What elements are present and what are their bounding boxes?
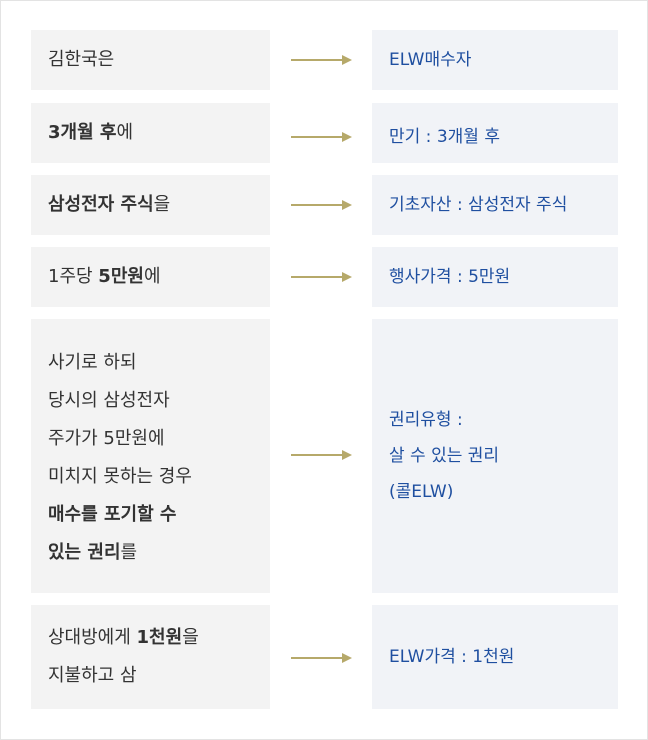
- left-cell-2: 3개월 후에: [31, 103, 270, 163]
- left-line: 1주당 5만원에: [48, 262, 270, 292]
- text-segment: 김한국은: [48, 49, 115, 70]
- left-cell-6: 상대방에게 1천원을 지불하고 삼: [31, 605, 270, 709]
- text-segment: 에: [143, 266, 161, 287]
- right-cell-4: 행사가격 : 5만원: [372, 247, 618, 307]
- right-line: ELW가격 : 1천원: [389, 647, 515, 667]
- left-cell-4: 1주당 5만원에: [31, 247, 270, 307]
- right-cell-1: ELW매수자: [372, 30, 618, 90]
- right-cell-6: ELW가격 : 1천원: [372, 605, 618, 709]
- mapping-row-2: 3개월 후에 만기 : 3개월 후: [0, 103, 648, 163]
- arrow-right-icon: [291, 653, 352, 663]
- text-segment: 지불하고 삼: [48, 665, 137, 686]
- left-line: 지불하고 삼: [48, 657, 270, 695]
- arrow-right-icon: [291, 450, 352, 460]
- left-cell-3: 삼성전자 주식을: [31, 175, 270, 235]
- mapping-row-4: 1주당 5만원에 행사가격 : 5만원: [0, 247, 648, 307]
- text-segment: 사기로 하되: [48, 352, 137, 373]
- right-cell-3: 기초자산 : 삼성전자 주식: [372, 175, 618, 235]
- left-cell-1: 김한국은: [31, 30, 270, 90]
- text-segment-bold: 5만원: [98, 266, 144, 287]
- right-line: 살 수 있는 권리: [389, 446, 500, 466]
- arrow-right-icon: [291, 55, 352, 65]
- mapping-row-1: 김한국은 ELW매수자: [0, 30, 648, 90]
- left-line: 미치지 못하는 경우: [48, 458, 270, 496]
- text-segment-bold: 있는 권리: [48, 542, 121, 563]
- text-segment-bold: 매수를 포기할 수: [48, 504, 177, 525]
- text-segment: 을: [182, 627, 199, 648]
- text-segment: 당시의 삼성전자: [48, 390, 170, 411]
- left-line: 당시의 삼성전자: [48, 382, 270, 420]
- left-line: 상대방에게 1천원을: [48, 619, 270, 657]
- right-line: 행사가격 : 5만원: [389, 267, 511, 287]
- left-line: 있는 권리를: [48, 534, 270, 572]
- mapping-row-5: 사기로 하되 당시의 삼성전자 주가가 5만원에 미치지 못하는 경우 매수를 …: [0, 319, 648, 593]
- text-segment: 주가가 5만원에: [48, 428, 165, 449]
- left-line: 삼성전자 주식을: [48, 190, 270, 220]
- right-cell-5: 권리유형 : 살 수 있는 권리 (콜ELW): [372, 319, 618, 593]
- left-line: 3개월 후에: [48, 118, 270, 148]
- right-line: 기초자산 : 삼성전자 주식: [389, 195, 568, 215]
- text-segment-bold: 삼성전자 주식: [48, 194, 154, 215]
- arrow-right-icon: [291, 272, 352, 282]
- mapping-row-6: 상대방에게 1천원을 지불하고 삼 ELW가격 : 1천원: [0, 605, 648, 709]
- text-segment: 를: [120, 542, 138, 563]
- left-line: 주가가 5만원에: [48, 420, 270, 458]
- right-line: 만기 : 3개월 후: [389, 127, 500, 147]
- left-line: 매수를 포기할 수: [48, 496, 270, 534]
- right-line: (콜ELW): [389, 482, 454, 502]
- left-line: 김한국은: [48, 45, 270, 75]
- text-segment: 상대방에게: [48, 627, 137, 648]
- text-segment: 미치지 못하는 경우: [48, 466, 192, 487]
- right-line: ELW매수자: [389, 50, 472, 70]
- left-cell-5: 사기로 하되 당시의 삼성전자 주가가 5만원에 미치지 못하는 경우 매수를 …: [31, 319, 270, 593]
- arrow-right-icon: [291, 200, 352, 210]
- right-cell-2: 만기 : 3개월 후: [372, 103, 618, 163]
- mapping-row-3: 삼성전자 주식을 기초자산 : 삼성전자 주식: [0, 175, 648, 235]
- left-line: 사기로 하되: [48, 344, 270, 382]
- text-segment: 1주당: [48, 266, 99, 287]
- text-segment-bold: 3개월 후: [48, 122, 117, 143]
- text-segment: 을: [153, 194, 171, 215]
- text-segment: 에: [116, 122, 134, 143]
- right-line: 권리유형 :: [389, 410, 463, 430]
- text-segment-bold: 1천원: [136, 627, 183, 648]
- arrow-right-icon: [291, 132, 352, 142]
